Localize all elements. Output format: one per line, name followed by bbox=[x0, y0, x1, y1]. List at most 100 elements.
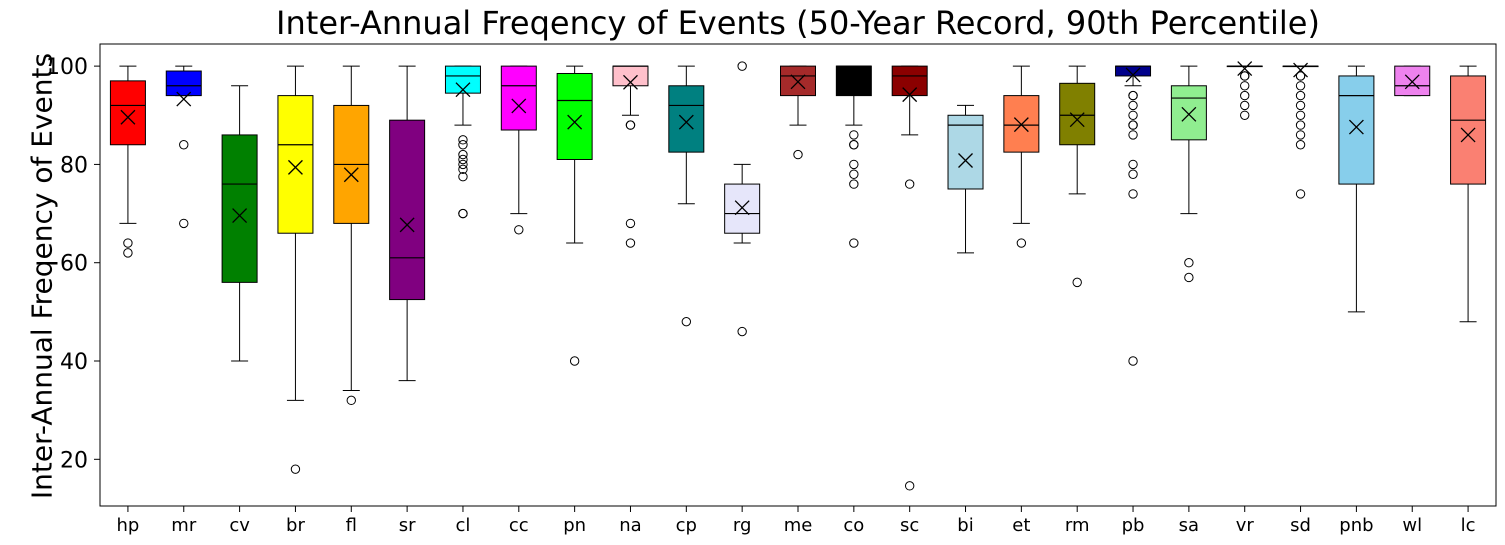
box-cv bbox=[221, 134, 258, 283]
x-tick-label: rm bbox=[1065, 515, 1090, 536]
y-tick-label: 40 bbox=[60, 350, 88, 375]
mean-marker bbox=[232, 208, 248, 223]
mean-marker bbox=[455, 82, 471, 98]
outlier-point bbox=[849, 179, 859, 189]
y-tick-label: 20 bbox=[60, 448, 88, 473]
mean-marker bbox=[1460, 127, 1476, 143]
outlier-point bbox=[1128, 110, 1138, 120]
x-tick-label: br bbox=[286, 515, 305, 536]
box-cc bbox=[500, 65, 537, 131]
box-sa bbox=[1170, 85, 1207, 141]
box-rm bbox=[1059, 82, 1096, 146]
x-tick-label: hp bbox=[116, 515, 139, 536]
mean-marker bbox=[1125, 67, 1141, 83]
outlier-point bbox=[123, 248, 133, 258]
box-rg bbox=[724, 183, 761, 234]
y-tick-label: 60 bbox=[60, 252, 88, 277]
outlier-point bbox=[1128, 120, 1138, 130]
mean-marker bbox=[1404, 74, 1420, 90]
mean-marker bbox=[1348, 119, 1364, 135]
outlier-point bbox=[1072, 277, 1082, 288]
outlier-point bbox=[569, 356, 580, 366]
x-tick-label: fl bbox=[346, 515, 357, 536]
mean-marker bbox=[623, 74, 638, 90]
outlier-point bbox=[1240, 90, 1250, 101]
outlier-point bbox=[123, 238, 133, 248]
x-tick-label: et bbox=[1012, 515, 1030, 536]
outlier-point bbox=[1240, 110, 1250, 120]
mean-marker bbox=[1181, 106, 1197, 122]
outlier-point bbox=[1128, 130, 1138, 140]
outlier-point bbox=[458, 140, 468, 150]
x-tick-label: me bbox=[784, 515, 813, 536]
x-tick-label: pb bbox=[1122, 515, 1145, 536]
outlier-point bbox=[1295, 90, 1306, 101]
outlier-point bbox=[1128, 159, 1138, 170]
outlier-point bbox=[625, 238, 636, 248]
outlier-point bbox=[1184, 258, 1194, 268]
outlier-point bbox=[625, 218, 636, 229]
outlier-point bbox=[681, 316, 692, 327]
box-pnb bbox=[1338, 75, 1375, 185]
mean-marker bbox=[734, 200, 750, 216]
box-bi bbox=[947, 114, 984, 190]
box-mr bbox=[165, 70, 202, 97]
outlier-point bbox=[1128, 356, 1138, 366]
outlier-point bbox=[1295, 140, 1306, 150]
box-hp bbox=[109, 80, 146, 146]
box-lc bbox=[1450, 75, 1487, 185]
x-tick-label: sd bbox=[1290, 515, 1311, 536]
outlier-point bbox=[514, 225, 524, 235]
mean-marker bbox=[399, 217, 415, 233]
mean-marker bbox=[846, 76, 862, 92]
x-tick-label: cv bbox=[229, 515, 250, 536]
mean-marker bbox=[790, 74, 806, 90]
x-tick-label: vr bbox=[1236, 515, 1255, 536]
mean-marker bbox=[343, 167, 359, 183]
outlier-point bbox=[290, 464, 301, 474]
box-pn bbox=[556, 72, 593, 160]
mean-marker bbox=[1237, 61, 1253, 77]
mean-marker bbox=[958, 153, 973, 168]
outlier-point bbox=[346, 395, 356, 406]
x-tick-label: rg bbox=[733, 515, 752, 536]
outlier-point bbox=[1295, 100, 1306, 111]
outlier-point bbox=[904, 481, 915, 491]
y-tick-label: 80 bbox=[60, 153, 88, 178]
mean-marker bbox=[902, 87, 918, 103]
x-tick-label: sc bbox=[900, 515, 919, 536]
outlier-point bbox=[1128, 100, 1138, 111]
mean-marker bbox=[1013, 117, 1029, 133]
x-tick-label: bi bbox=[957, 515, 973, 536]
x-tick-label: na bbox=[619, 515, 641, 536]
outlier-point bbox=[1016, 238, 1027, 248]
x-tick-label: mr bbox=[171, 515, 197, 536]
x-tick-label: cl bbox=[456, 515, 471, 536]
outlier-point bbox=[1295, 110, 1306, 120]
outlier-point bbox=[458, 149, 468, 160]
outlier-point bbox=[737, 61, 747, 71]
box-br bbox=[277, 95, 314, 234]
outlier-point bbox=[458, 159, 468, 170]
outlier-point bbox=[1295, 130, 1306, 140]
outlier-point bbox=[737, 326, 747, 337]
plot-frame bbox=[99, 43, 1497, 507]
outlier-point bbox=[849, 140, 859, 150]
outlier-point bbox=[904, 179, 915, 189]
outlier-point bbox=[625, 120, 636, 130]
outlier-point bbox=[793, 149, 803, 160]
outlier-point bbox=[1240, 71, 1250, 81]
x-tick-label: cp bbox=[676, 515, 697, 536]
mean-marker bbox=[678, 114, 694, 130]
mean-marker bbox=[511, 98, 527, 114]
box-cl bbox=[444, 65, 481, 94]
outlier-point bbox=[1128, 90, 1138, 101]
outlier-point bbox=[458, 154, 468, 165]
outlier-point bbox=[849, 159, 859, 170]
box-sr bbox=[389, 119, 426, 301]
x-tick-label: wl bbox=[1402, 515, 1422, 536]
mean-marker bbox=[120, 109, 136, 125]
outlier-point bbox=[1128, 189, 1138, 199]
